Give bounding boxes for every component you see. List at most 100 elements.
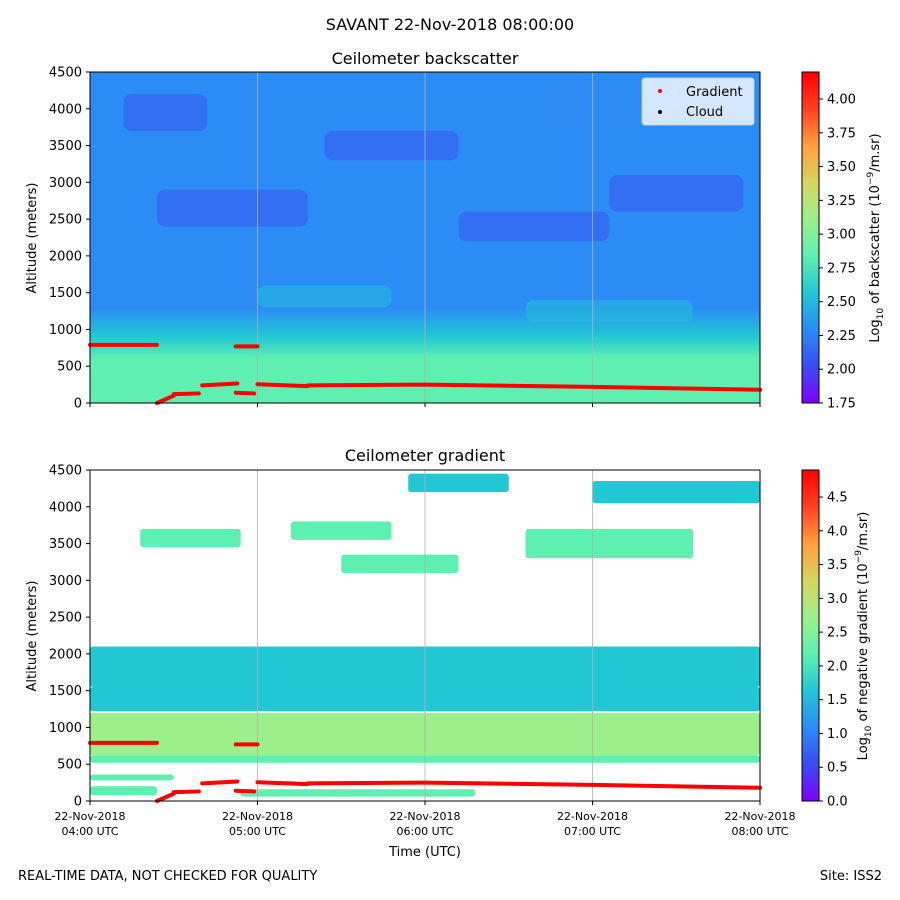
gradient-marker-segment bbox=[200, 779, 240, 786]
gradient-xlabel: Time (UTC) bbox=[388, 845, 461, 860]
gradient-yticks: 0 500 1000 1500 2000 2500 3000 3500 4000 4500 bbox=[49, 464, 90, 810]
xtick-time-label: 06:00 UTC bbox=[396, 825, 453, 838]
backscatter-patch bbox=[609, 174, 744, 212]
gradient-ylabel: Altitude (meters) bbox=[25, 581, 40, 692]
top-cbtick-label: 2.75 bbox=[827, 261, 856, 276]
gradient-marker-segment bbox=[255, 382, 310, 389]
backscatter-colorbar bbox=[801, 71, 820, 404]
bot-ytick-label: 4500 bbox=[49, 464, 82, 479]
top-cbtick-label: 3.75 bbox=[827, 126, 856, 141]
gradient-colorbar-label: Log10 of negative gradient (10−9/m.sr) bbox=[854, 512, 874, 761]
bot-cbtick-label: 2.5 bbox=[827, 626, 848, 641]
top-ytick-label: 0 bbox=[74, 397, 82, 412]
gradient-region bbox=[525, 528, 693, 559]
top-cbtick-label: 3.25 bbox=[827, 194, 856, 209]
top-cbtick-label: 1.75 bbox=[827, 397, 856, 412]
gradient-region bbox=[240, 789, 476, 797]
xtick-date-label: 22-Nov-2018 bbox=[557, 810, 628, 823]
bot-cbtick-label: 4.0 bbox=[827, 524, 848, 539]
top-ytick-label: 1500 bbox=[49, 286, 82, 301]
top-ytick-label: 500 bbox=[57, 360, 82, 375]
gradient-marker-segment bbox=[590, 782, 762, 790]
backscatter-patch bbox=[257, 285, 392, 308]
top-ytick-label: 2000 bbox=[49, 249, 82, 264]
backscatter-colorbar-label: Log10 of backscatter (10−9/m.sr) bbox=[866, 133, 886, 342]
gradient-marker-segment bbox=[233, 390, 257, 396]
top-cbtick-label: 4.00 bbox=[827, 93, 856, 108]
gradient-marker-segment bbox=[305, 780, 427, 786]
top-ytick-label: 2500 bbox=[49, 213, 82, 228]
top-cbtick-label: 2.00 bbox=[827, 363, 856, 378]
gradient-xticks: 22-Nov-2018 04:00 UTC 22-Nov-2018 05:00 UTC… bbox=[54, 801, 796, 838]
top-cbtick-label: 2.50 bbox=[827, 295, 856, 310]
xtick-date-label: 22-Nov-2018 bbox=[389, 810, 460, 823]
bot-ytick-label: 2000 bbox=[49, 647, 82, 662]
legend-box bbox=[641, 77, 755, 126]
figure-title: SAVANT 22-Nov-2018 08:00:00 bbox=[325, 15, 575, 34]
gradient-region bbox=[408, 473, 509, 493]
bot-cbtick-label: 0.0 bbox=[827, 795, 848, 810]
bot-ytick-label: 1500 bbox=[49, 684, 82, 699]
legend-gradient-marker bbox=[658, 89, 662, 93]
bot-ytick-label: 0 bbox=[74, 795, 82, 810]
bot-cbtick-label: 1.5 bbox=[827, 693, 848, 708]
legend-cloud-marker bbox=[658, 110, 662, 114]
site-label: Site: ISS2 bbox=[819, 869, 882, 884]
gradient-marker-segment bbox=[171, 391, 201, 397]
backscatter-yticks: 0 500 1000 1500 2000 2500 3000 3500 4000 4500 bbox=[49, 66, 90, 412]
gradient-marker-segment bbox=[155, 791, 176, 803]
gradient-marker-segment bbox=[423, 382, 595, 389]
backscatter-patch bbox=[123, 94, 208, 131]
gradient-region bbox=[140, 528, 241, 548]
bot-cbtick-label: 0.5 bbox=[827, 761, 848, 776]
xtick-date-label: 22-Nov-2018 bbox=[222, 810, 293, 823]
bot-cbtick-label: 3.0 bbox=[827, 592, 848, 607]
gradient-marker-segment bbox=[155, 393, 176, 405]
backscatter-panel: Ceilometer backscatter Altitude (meters)… bbox=[25, 49, 886, 412]
gradient-colorbar bbox=[801, 469, 820, 802]
bot-ytick-label: 4000 bbox=[49, 500, 82, 515]
bot-ytick-label: 1000 bbox=[49, 721, 82, 736]
top-cbtick-label: 3.00 bbox=[827, 228, 856, 243]
legend-gradient-label: Gradient bbox=[686, 85, 743, 100]
xtick-time-label: 08:00 UTC bbox=[731, 825, 788, 838]
gradient-title: Ceilometer gradient bbox=[345, 446, 505, 465]
gradient-marker-segment bbox=[305, 382, 427, 388]
bot-cbtick-label: 2.0 bbox=[827, 659, 848, 674]
top-ytick-label: 3500 bbox=[49, 139, 82, 154]
backscatter-patch bbox=[525, 300, 693, 323]
gradient-markers bbox=[88, 740, 762, 803]
top-ytick-label: 3000 bbox=[49, 176, 82, 191]
gradient-colorbar-ticks: 0.0 0.5 1.0 1.5 2.0 2.5 3.0 3.5 4.0 4.5 bbox=[819, 491, 848, 810]
gradient-marker-segment bbox=[423, 780, 595, 787]
top-ytick-label: 4500 bbox=[49, 66, 82, 81]
gradient-region bbox=[90, 786, 157, 796]
backscatter-patch bbox=[324, 130, 459, 161]
top-ytick-label: 1000 bbox=[49, 323, 82, 338]
bot-ytick-label: 3000 bbox=[49, 574, 82, 589]
bot-ytick-label: 2500 bbox=[49, 611, 82, 626]
bot-cbtick-label: 4.5 bbox=[827, 491, 848, 506]
gradient-marker-segment bbox=[171, 789, 201, 795]
backscatter-texture bbox=[123, 86, 744, 323]
legend-cloud-label: Cloud bbox=[686, 105, 723, 120]
xtick-date-label: 22-Nov-2018 bbox=[54, 810, 125, 823]
backscatter-xticks bbox=[89, 403, 761, 407]
gradient-region bbox=[341, 554, 459, 573]
bot-ytick-label: 500 bbox=[57, 758, 82, 773]
gradient-marker-segment bbox=[255, 780, 310, 787]
gradient-panel: Ceilometer gradient Altitude (meters) Ti… bbox=[25, 446, 874, 860]
xtick-time-label: 04:00 UTC bbox=[61, 825, 118, 838]
backscatter-title: Ceilometer backscatter bbox=[332, 49, 519, 68]
top-ytick-label: 4000 bbox=[49, 102, 82, 117]
xtick-date-label: 22-Nov-2018 bbox=[724, 810, 795, 823]
top-cbtick-label: 3.50 bbox=[827, 160, 856, 175]
backscatter-gradient-markers bbox=[88, 342, 762, 405]
quality-disclaimer: REAL-TIME DATA, NOT CHECKED FOR QUALITY bbox=[18, 869, 318, 884]
gradient-marker-segment bbox=[233, 788, 257, 794]
backscatter-ylabel: Altitude (meters) bbox=[25, 183, 40, 294]
backscatter-colorbar-ticks: 1.75 2.00 2.25 2.50 2.75 3.00 3.25 3.50 3.75 4.00 bbox=[819, 93, 856, 412]
legend: Gradient Cloud bbox=[641, 77, 755, 126]
